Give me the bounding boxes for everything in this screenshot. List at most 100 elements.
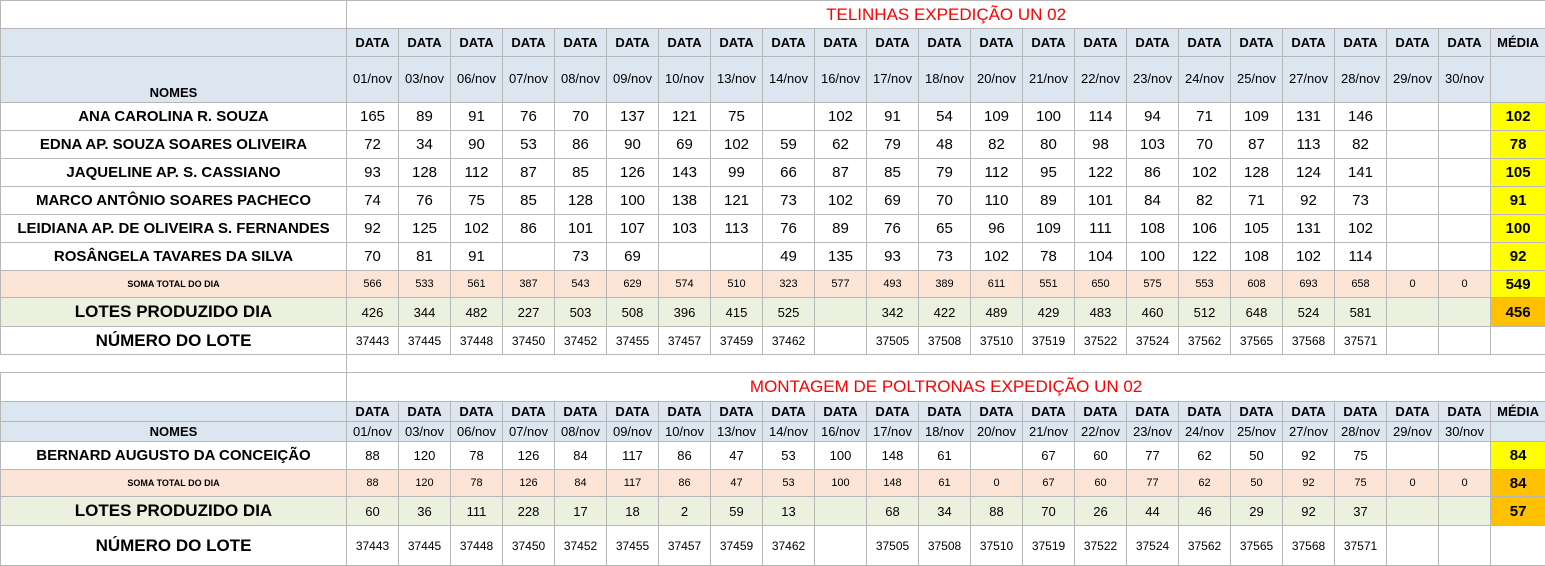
daily-total-cell[interactable]: 551: [1023, 271, 1075, 298]
date-label-header[interactable]: DATA: [867, 402, 919, 422]
date-header[interactable]: 01/nov: [347, 422, 399, 442]
date-header[interactable]: 08/nov: [555, 422, 607, 442]
date-header[interactable]: 10/nov: [659, 57, 711, 103]
production-cell[interactable]: 54: [919, 103, 971, 131]
production-cell[interactable]: 73: [763, 187, 815, 215]
daily-total-cell[interactable]: 629: [607, 271, 659, 298]
production-cell[interactable]: 89: [815, 215, 867, 243]
lot-number-cell[interactable]: 37445: [399, 526, 451, 566]
date-label-header[interactable]: DATA: [1439, 29, 1491, 57]
daily-total-cell[interactable]: 86: [659, 470, 711, 497]
production-cell[interactable]: 137: [607, 103, 659, 131]
production-cell[interactable]: 96: [971, 215, 1023, 243]
production-cell[interactable]: 76: [503, 103, 555, 131]
daily-total-cell[interactable]: 84: [555, 470, 607, 497]
date-label-header[interactable]: DATA: [503, 29, 555, 57]
production-cell[interactable]: 106: [1179, 215, 1231, 243]
production-cell[interactable]: 131: [1283, 103, 1335, 131]
date-header[interactable]: 16/nov: [815, 422, 867, 442]
employee-average[interactable]: 78: [1491, 131, 1545, 159]
production-cell[interactable]: 100: [607, 187, 659, 215]
production-cell[interactable]: 75: [451, 187, 503, 215]
lot-number-cell[interactable]: 37510: [971, 327, 1023, 355]
lots-produced-cell[interactable]: [1439, 298, 1491, 327]
production-cell[interactable]: 69: [607, 243, 659, 271]
lot-number-cell[interactable]: 37445: [399, 327, 451, 355]
date-label-header[interactable]: DATA: [763, 29, 815, 57]
production-cell[interactable]: 85: [503, 187, 555, 215]
daily-total-cell[interactable]: 0: [971, 470, 1023, 497]
lots-produced-cell[interactable]: 228: [503, 497, 555, 526]
date-header[interactable]: 14/nov: [763, 422, 815, 442]
production-cell[interactable]: 89: [399, 103, 451, 131]
date-label-header[interactable]: DATA: [815, 29, 867, 57]
date-header[interactable]: 09/nov: [607, 57, 659, 103]
date-header[interactable]: 27/nov: [1283, 57, 1335, 103]
production-cell[interactable]: [1439, 187, 1491, 215]
average-date-blank[interactable]: [1491, 422, 1545, 442]
date-header[interactable]: 25/nov: [1231, 422, 1283, 442]
production-cell[interactable]: 112: [971, 159, 1023, 187]
production-cell[interactable]: 85: [555, 159, 607, 187]
lot-number-label[interactable]: NÚMERO DO LOTE: [1, 327, 347, 355]
lots-produced-cell[interactable]: 344: [399, 298, 451, 327]
production-cell[interactable]: 84: [555, 442, 607, 470]
production-cell[interactable]: 102: [1179, 159, 1231, 187]
employee-average[interactable]: 102: [1491, 103, 1545, 131]
daily-total-cell[interactable]: 67: [1023, 470, 1075, 497]
production-cell[interactable]: [1387, 131, 1439, 159]
production-cell[interactable]: 76: [763, 215, 815, 243]
production-cell[interactable]: 73: [555, 243, 607, 271]
production-cell[interactable]: 109: [1023, 215, 1075, 243]
production-cell[interactable]: 91: [451, 103, 503, 131]
production-cell[interactable]: 81: [399, 243, 451, 271]
lot-number-cell[interactable]: [1387, 526, 1439, 566]
production-cell[interactable]: 77: [1127, 442, 1179, 470]
production-cell[interactable]: 124: [1283, 159, 1335, 187]
production-cell[interactable]: 104: [1075, 243, 1127, 271]
production-cell[interactable]: 66: [763, 159, 815, 187]
production-cell[interactable]: 71: [1179, 103, 1231, 131]
lot-number-cell[interactable]: 37462: [763, 327, 815, 355]
production-cell[interactable]: 131: [1283, 215, 1335, 243]
date-label-header[interactable]: DATA: [555, 402, 607, 422]
production-cell[interactable]: 88: [347, 442, 399, 470]
header-name-blank[interactable]: [1, 29, 347, 57]
lots-produced-cell[interactable]: 92: [1283, 497, 1335, 526]
lot-number-cell[interactable]: 37455: [607, 327, 659, 355]
production-cell[interactable]: 105: [1231, 215, 1283, 243]
lots-produced-cell[interactable]: 36: [399, 497, 451, 526]
production-cell[interactable]: 128: [1231, 159, 1283, 187]
production-cell[interactable]: [1439, 131, 1491, 159]
production-cell[interactable]: 101: [1075, 187, 1127, 215]
production-cell[interactable]: 50: [1231, 442, 1283, 470]
lot-number-cell[interactable]: 37571: [1335, 526, 1387, 566]
daily-total-cell[interactable]: 543: [555, 271, 607, 298]
date-label-header[interactable]: DATA: [659, 29, 711, 57]
production-cell[interactable]: 78: [451, 442, 503, 470]
lots-produced-cell[interactable]: 512: [1179, 298, 1231, 327]
production-cell[interactable]: 102: [451, 215, 503, 243]
production-cell[interactable]: 121: [659, 103, 711, 131]
date-label-header[interactable]: DATA: [815, 402, 867, 422]
lots-produced-cell[interactable]: 483: [1075, 298, 1127, 327]
lot-number-cell[interactable]: 37462: [763, 526, 815, 566]
production-cell[interactable]: 85: [867, 159, 919, 187]
title-spacer[interactable]: [1, 1, 347, 29]
lot-number-cell[interactable]: 37508: [919, 526, 971, 566]
employee-name[interactable]: MARCO ANTÔNIO SOARES PACHECO: [1, 187, 347, 215]
date-header[interactable]: 29/nov: [1387, 422, 1439, 442]
lot-number-cell[interactable]: 37522: [1075, 327, 1127, 355]
lot-number-cell[interactable]: [1387, 327, 1439, 355]
date-label-header[interactable]: DATA: [451, 29, 503, 57]
lot-number-label[interactable]: NÚMERO DO LOTE: [1, 526, 347, 566]
production-cell[interactable]: [763, 103, 815, 131]
lot-number-cell[interactable]: [815, 526, 867, 566]
date-header[interactable]: 17/nov: [867, 57, 919, 103]
lots-produced-cell[interactable]: 648: [1231, 298, 1283, 327]
date-label-header[interactable]: DATA: [1231, 402, 1283, 422]
daily-total-cell[interactable]: 553: [1179, 271, 1231, 298]
production-cell[interactable]: 67: [1023, 442, 1075, 470]
production-cell[interactable]: [1387, 215, 1439, 243]
employee-average[interactable]: 84: [1491, 442, 1545, 470]
